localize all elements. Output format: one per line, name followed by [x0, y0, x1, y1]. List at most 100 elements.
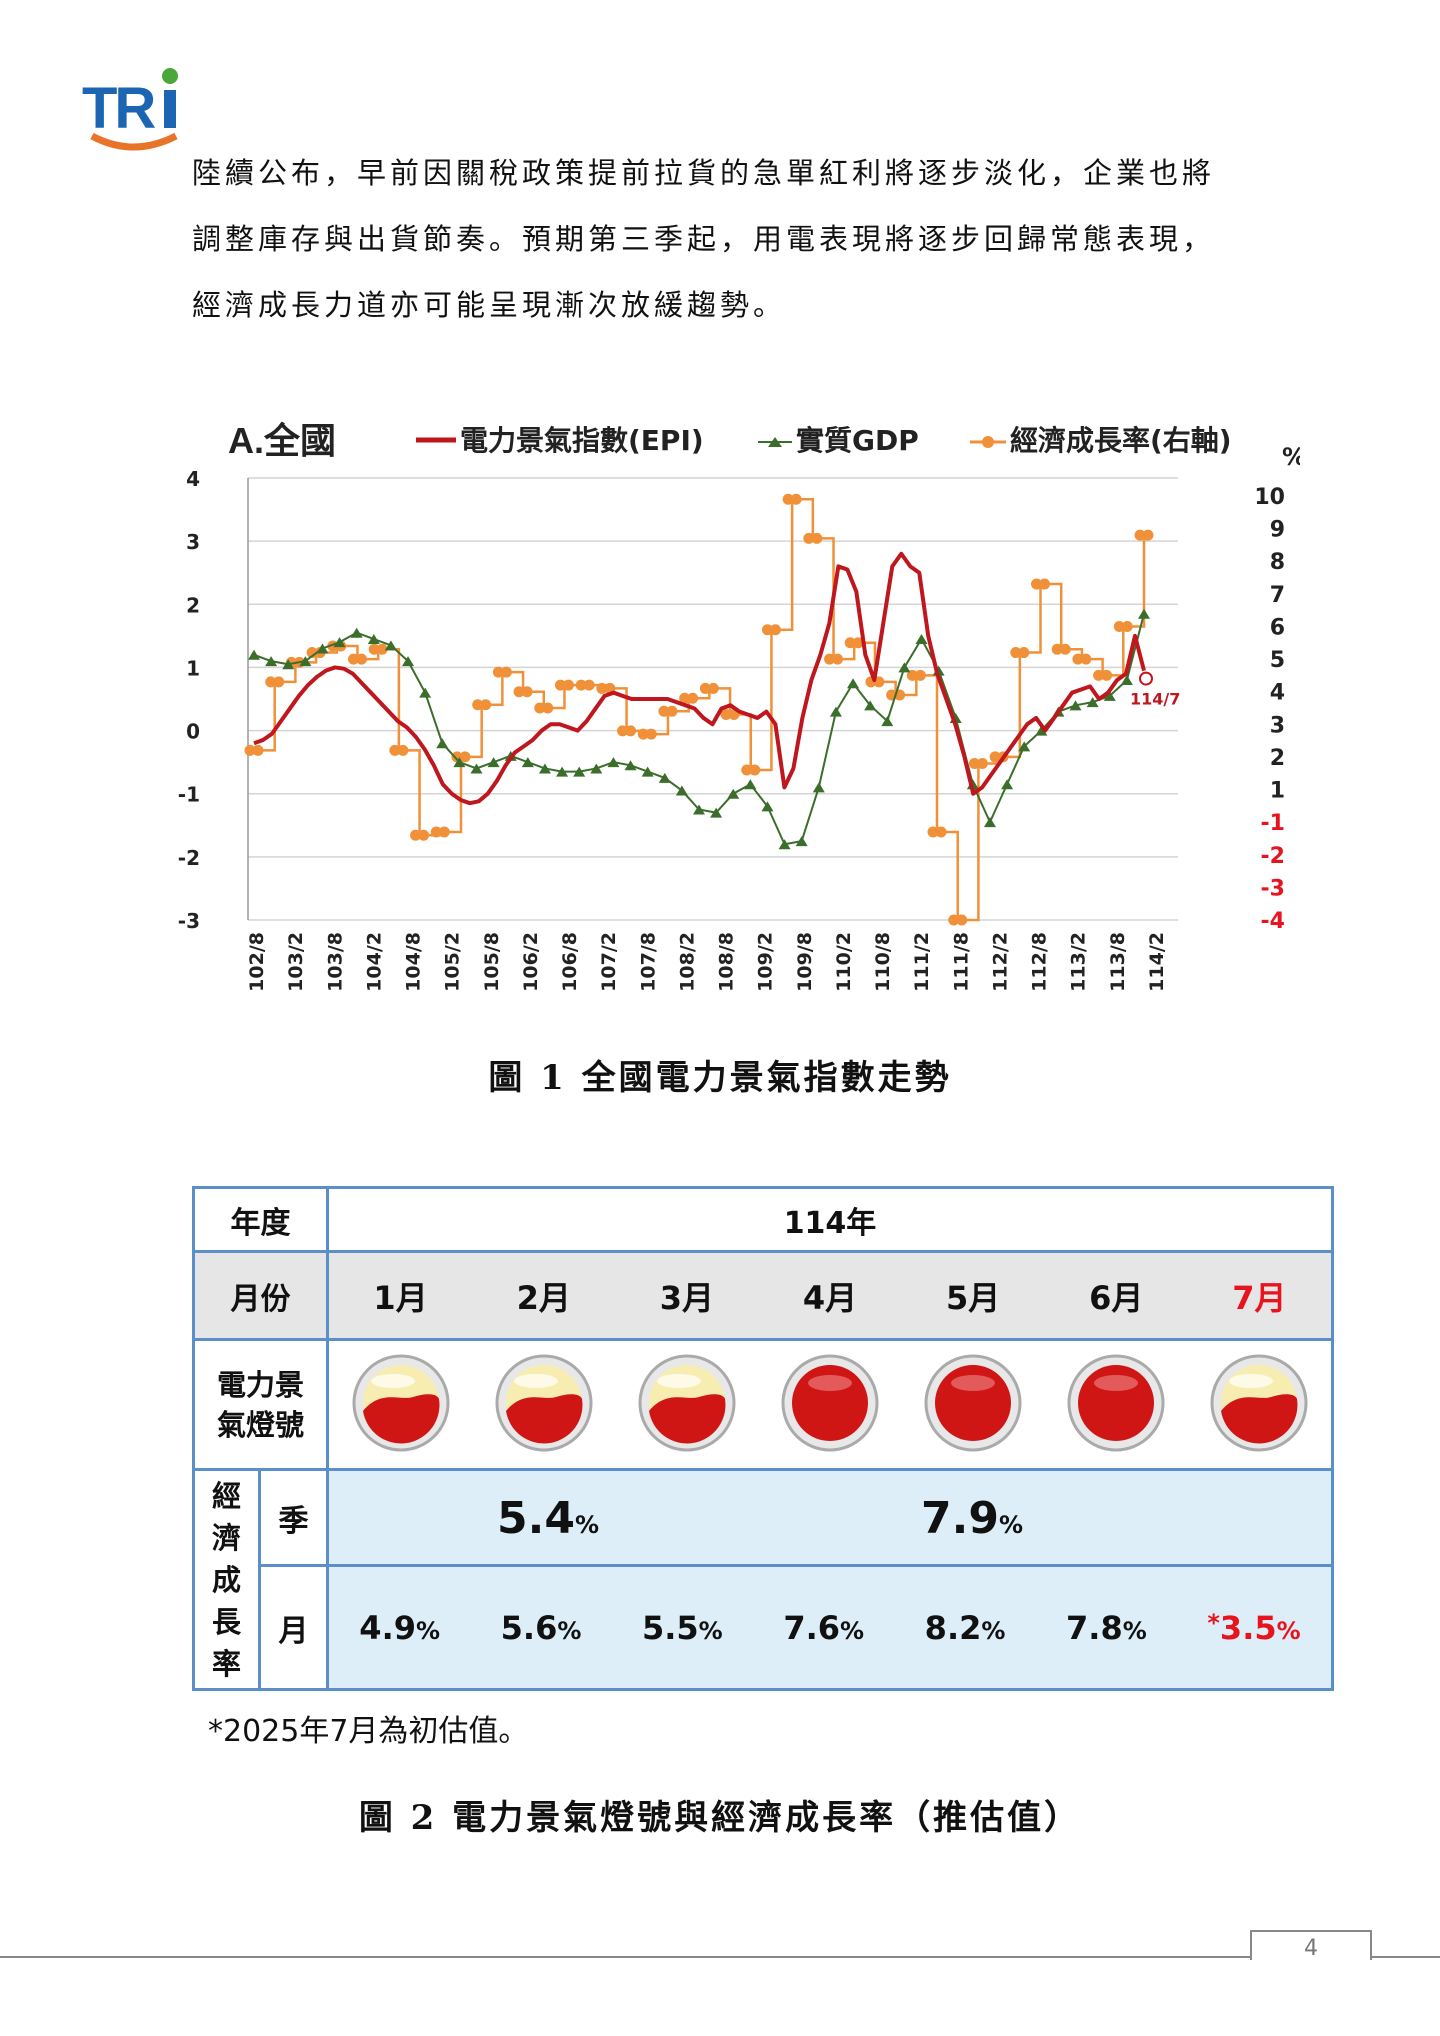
gdp-point	[1103, 690, 1116, 701]
growth-point	[824, 653, 836, 665]
gdp-point	[1018, 741, 1031, 752]
monthly-growth-value: *3.5%	[1207, 1608, 1301, 1647]
gdp-point	[1120, 675, 1133, 686]
gdp-point	[829, 706, 842, 717]
growth-point	[596, 682, 608, 694]
gdp-point	[538, 763, 551, 774]
right-tick-label: -2	[1261, 844, 1285, 869]
growth-point	[562, 679, 574, 691]
month-header: 1月	[373, 1278, 428, 1317]
legend-epi: 電力景氣指數(EPI)	[460, 424, 704, 457]
gdp-point	[675, 785, 688, 796]
growth-point	[265, 676, 277, 688]
x-tick-label: 105/8	[481, 932, 503, 992]
growth-point	[914, 669, 926, 681]
gdp-point	[265, 656, 278, 667]
light-label: 電力景氣燈號	[192, 1338, 329, 1471]
gdp-point	[761, 801, 774, 812]
right-tick-label: -4	[1261, 909, 1285, 934]
x-tick-label: 104/8	[403, 932, 425, 992]
gdp-point	[710, 807, 723, 818]
gdp-point	[573, 766, 586, 777]
gdp-point	[590, 763, 603, 774]
gdp-point	[350, 627, 363, 638]
growth-point	[852, 637, 864, 649]
growth-point	[832, 653, 844, 665]
gdp-point	[282, 659, 295, 670]
right-tick-label: 8	[1270, 550, 1285, 575]
growth-point	[666, 705, 678, 717]
growth-point	[906, 669, 918, 681]
growth-point	[956, 914, 968, 926]
growth-point	[1010, 647, 1022, 659]
growth-point	[418, 829, 430, 841]
gdp-point	[778, 839, 791, 850]
month-header: 6月	[1089, 1278, 1144, 1317]
x-tick-label: 102/8	[246, 932, 268, 992]
right-axis-unit: %	[1282, 443, 1300, 471]
growth-point	[1142, 529, 1154, 541]
gdp-point	[333, 637, 346, 648]
month-header: 4月	[802, 1278, 858, 1317]
growth-point	[1039, 578, 1051, 590]
left-tick-label: 0	[186, 720, 200, 744]
right-tick-label: 1	[1270, 779, 1285, 804]
growth-point	[637, 728, 649, 740]
gdp-point	[367, 634, 380, 645]
growth-point	[679, 692, 691, 704]
x-tick-label: 103/8	[324, 932, 346, 992]
yellow-red-light-icon	[494, 1353, 594, 1457]
gdp-point	[470, 763, 483, 774]
right-tick-label: 6	[1270, 615, 1285, 640]
chart-legend: 電力景氣指數(EPI) 實質GDP 經濟成長率(右軸)	[416, 424, 1232, 457]
gdp-point	[847, 678, 860, 689]
growth-point	[459, 751, 471, 763]
left-tick-label: 2	[186, 593, 200, 617]
paragraph-line: 陸續公布，早前因關稅政策提前拉貨的急單紅利將逐步淡化，企業也將	[192, 156, 1216, 190]
growth-point	[542, 702, 554, 714]
x-tick-label: 108/8	[716, 932, 738, 992]
x-tick-label: 104/2	[363, 932, 385, 992]
legend-gdp: 實質GDP	[796, 424, 919, 457]
left-tick-label: 1	[186, 656, 200, 680]
x-tick-label: 103/2	[285, 932, 307, 992]
growth-point	[1113, 620, 1125, 632]
growth-point	[625, 725, 637, 737]
monthly-growth-value: 5.5%	[641, 1608, 723, 1647]
growth-point	[1093, 669, 1105, 681]
yellow-red-light-icon	[1209, 1353, 1309, 1457]
growth-point	[1080, 653, 1092, 665]
growth-point	[513, 686, 525, 698]
yellow-red-light-icon	[637, 1353, 737, 1457]
growth-point	[927, 826, 939, 838]
gdp-point	[744, 779, 757, 790]
growth-point	[741, 764, 753, 776]
growth-point	[658, 705, 670, 717]
left-tick-label: -2	[178, 846, 200, 870]
footnote: *2025年7月為初估值。	[208, 1714, 529, 1749]
growth-point	[500, 666, 512, 678]
growth-point	[534, 702, 546, 714]
x-tick-label: 107/2	[598, 932, 620, 992]
x-tick-label: 114/2	[1146, 932, 1168, 992]
x-tick-label: 111/8	[950, 932, 972, 992]
growth-point	[252, 744, 264, 756]
growth-point	[376, 643, 388, 655]
year-value: 114年	[326, 1186, 1334, 1253]
growth-point	[1031, 578, 1043, 590]
month-label: 月份	[192, 1250, 329, 1341]
gdp-point	[658, 772, 671, 783]
gdp-point	[419, 687, 432, 698]
growth-point	[1101, 669, 1113, 681]
growth-point	[410, 829, 422, 841]
growth-point	[1121, 620, 1133, 632]
growth-point	[617, 725, 629, 737]
svg-text:TR: TR	[82, 76, 155, 141]
quarter-label: 季	[258, 1468, 329, 1567]
right-tick-label: 7	[1270, 583, 1285, 608]
growth-point	[273, 676, 285, 688]
growth-point	[811, 532, 823, 544]
quarter-values: 5.4% 7.9%	[326, 1468, 1334, 1567]
right-tick-label: 3	[1270, 713, 1285, 738]
left-tick-label: -1	[178, 783, 200, 807]
